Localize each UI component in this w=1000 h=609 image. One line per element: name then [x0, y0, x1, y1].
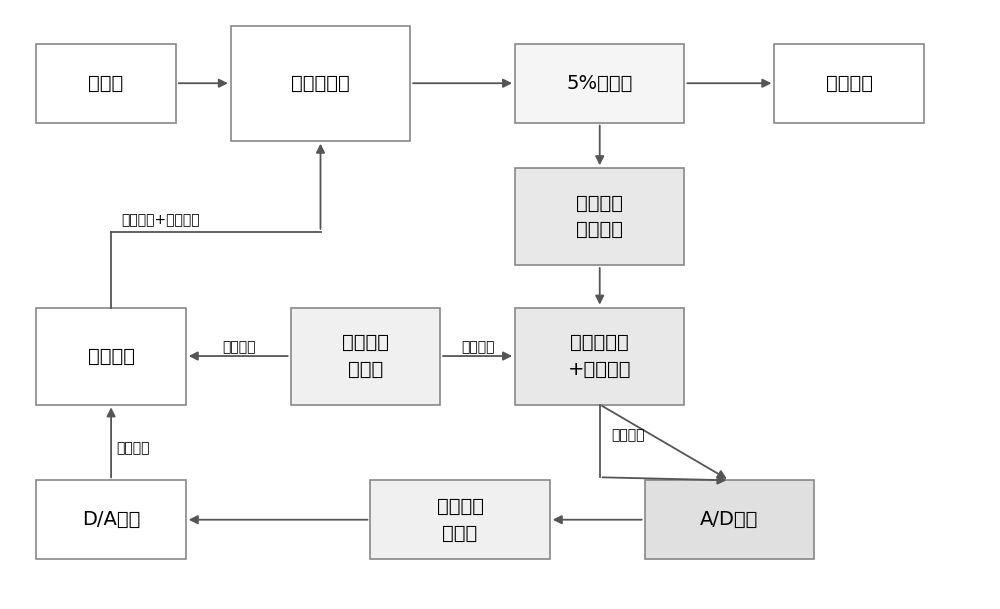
Text: 偏置电压+扰动信号: 偏置电压+扰动信号 — [121, 213, 200, 227]
FancyBboxPatch shape — [36, 44, 176, 122]
FancyBboxPatch shape — [515, 168, 684, 265]
FancyBboxPatch shape — [36, 481, 186, 559]
Text: 正弦信号
发生器: 正弦信号 发生器 — [342, 333, 389, 379]
FancyBboxPatch shape — [291, 308, 440, 404]
Text: 锁相放大器
+积分电路: 锁相放大器 +积分电路 — [568, 333, 631, 379]
Text: 光功率计: 光功率计 — [826, 74, 873, 93]
Text: 控制单元
单片机: 控制单元 单片机 — [437, 497, 484, 543]
FancyBboxPatch shape — [370, 481, 550, 559]
Text: 扰动信号: 扰动信号 — [461, 340, 495, 354]
FancyBboxPatch shape — [515, 308, 684, 404]
FancyBboxPatch shape — [231, 26, 410, 141]
Text: 加法电路: 加法电路 — [88, 347, 135, 365]
FancyBboxPatch shape — [645, 481, 814, 559]
Text: A/D采集: A/D采集 — [700, 510, 759, 529]
Text: 扰动信号: 扰动信号 — [222, 340, 255, 354]
Text: 激光器: 激光器 — [88, 74, 124, 93]
Text: 偏置电压: 偏置电压 — [116, 441, 150, 455]
FancyBboxPatch shape — [774, 44, 924, 122]
Text: 电光调制器: 电光调制器 — [291, 74, 350, 93]
Text: D/A转换: D/A转换 — [82, 510, 140, 529]
FancyBboxPatch shape — [36, 308, 186, 404]
Text: 5%分光片: 5%分光片 — [567, 74, 633, 93]
Text: 直流信号: 直流信号 — [612, 428, 645, 442]
Text: 光电探测
放大模块: 光电探测 放大模块 — [576, 194, 623, 239]
FancyBboxPatch shape — [515, 44, 684, 122]
